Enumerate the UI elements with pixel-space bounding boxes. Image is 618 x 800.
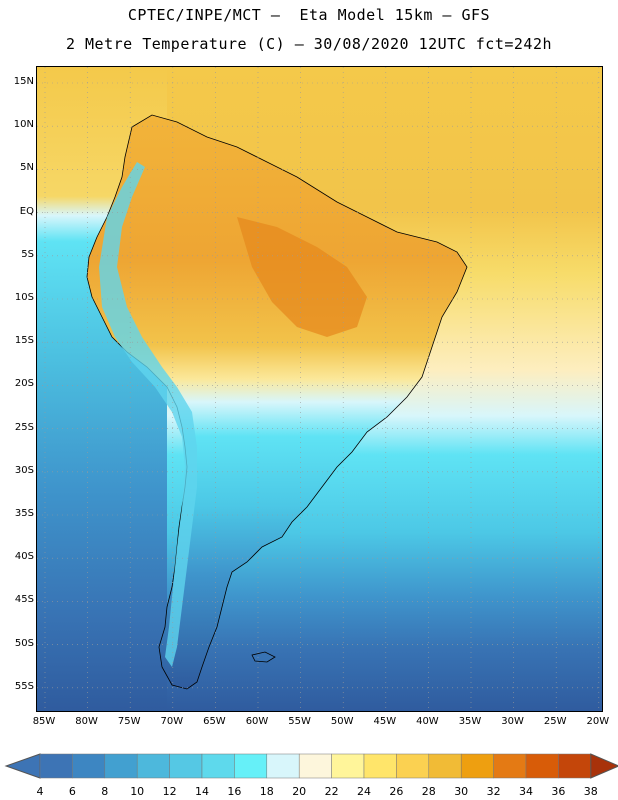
colorbar-low-arrow (4, 753, 41, 779)
map-title-line2: 2 Metre Temperature (C) – 30/08/2020 12U… (65, 35, 553, 53)
colorbar-label: 38 (583, 785, 598, 798)
colorbar-label: 12 (162, 785, 177, 798)
colorbar-swatch (493, 753, 527, 779)
colorbar-swatch (525, 753, 559, 779)
lat-label: 50S (14, 637, 34, 649)
lon-label: 65W (203, 716, 226, 727)
colorbar-label: 6 (68, 785, 76, 798)
colorbar-swatch (396, 753, 430, 779)
lat-label: 45S (14, 594, 34, 606)
temperature-map (36, 66, 603, 712)
lon-label: 30W (501, 716, 524, 727)
colorbar-label: 14 (195, 785, 209, 798)
lon-label: 60W (245, 716, 269, 727)
lat-label: EQ (19, 205, 34, 217)
lat-label: 10S (14, 292, 34, 303)
colorbar-swatch (39, 753, 73, 779)
map-title-line1: CPTEC/INPE/MCT – Eta Model 15km – GFS (127, 6, 491, 24)
colorbar-label: 8 (101, 785, 109, 798)
lon-label: 55W (288, 716, 311, 727)
colorbar-high-arrow (590, 753, 618, 779)
colorbar-swatch (331, 753, 365, 779)
amazon-hot-core (237, 217, 367, 337)
colorbar-swatch (460, 753, 494, 779)
colorbar-label: 10 (130, 785, 145, 798)
colorbar-label: 30 (454, 785, 469, 798)
lon-label: 75W (117, 716, 141, 727)
andes-cold-strip (99, 162, 197, 667)
lon-label: 25W (543, 716, 567, 727)
lon-label: 45W (373, 716, 397, 727)
lat-label: 40S (14, 551, 34, 563)
lat-label: 5S (21, 248, 34, 260)
lon-label: 35W (458, 716, 482, 727)
colorbar-swatch (363, 753, 397, 779)
falkland-islands (251, 651, 276, 663)
map-canvas (37, 67, 602, 711)
lat-label: 15S (14, 335, 34, 347)
colorbar-swatch (169, 753, 203, 779)
lat-label: 10N (13, 119, 34, 131)
colorbar-label: 32 (486, 785, 501, 798)
colorbar-swatch (428, 753, 462, 779)
lat-label: 30S (14, 464, 34, 476)
colorbar-swatch (298, 753, 332, 779)
lon-label: 80W (75, 716, 98, 727)
colorbar-swatch (72, 753, 106, 779)
colorbar-swatch (201, 753, 235, 779)
lon-label: 70W (160, 716, 184, 727)
colorbar-label: 18 (259, 785, 274, 798)
lat-label: 25S (14, 421, 34, 433)
colorbar-graphic (4, 753, 618, 779)
colorbar-swatch (104, 753, 138, 779)
lat-label: 15N (13, 76, 34, 87)
colorbar-label: 16 (227, 785, 242, 798)
lon-label: 40W (416, 716, 439, 727)
lat-label: 55S (14, 680, 34, 692)
colorbar-label: 22 (324, 785, 339, 798)
colorbar-label: 26 (389, 785, 404, 798)
colorbar-label: 36 (551, 785, 566, 798)
lon-label: 20W (586, 716, 610, 727)
colorbar-swatch (136, 753, 170, 779)
colorbar-label: 24 (357, 785, 371, 798)
lon-label: 85W (32, 716, 56, 727)
colorbar-label: 28 (421, 785, 436, 798)
temperature-colorbar (0, 750, 618, 800)
lat-label: 5N (20, 162, 34, 174)
lat-label: 20S (14, 378, 34, 390)
colorbar-label: 4 (36, 785, 44, 798)
lat-label: 35S (14, 508, 34, 519)
colorbar-swatch (266, 753, 300, 779)
colorbar-label: 34 (519, 785, 533, 798)
lon-label: 50W (330, 716, 354, 727)
colorbar-swatch (558, 753, 592, 779)
colorbar-swatch (234, 753, 268, 779)
colorbar-label: 20 (292, 785, 307, 798)
